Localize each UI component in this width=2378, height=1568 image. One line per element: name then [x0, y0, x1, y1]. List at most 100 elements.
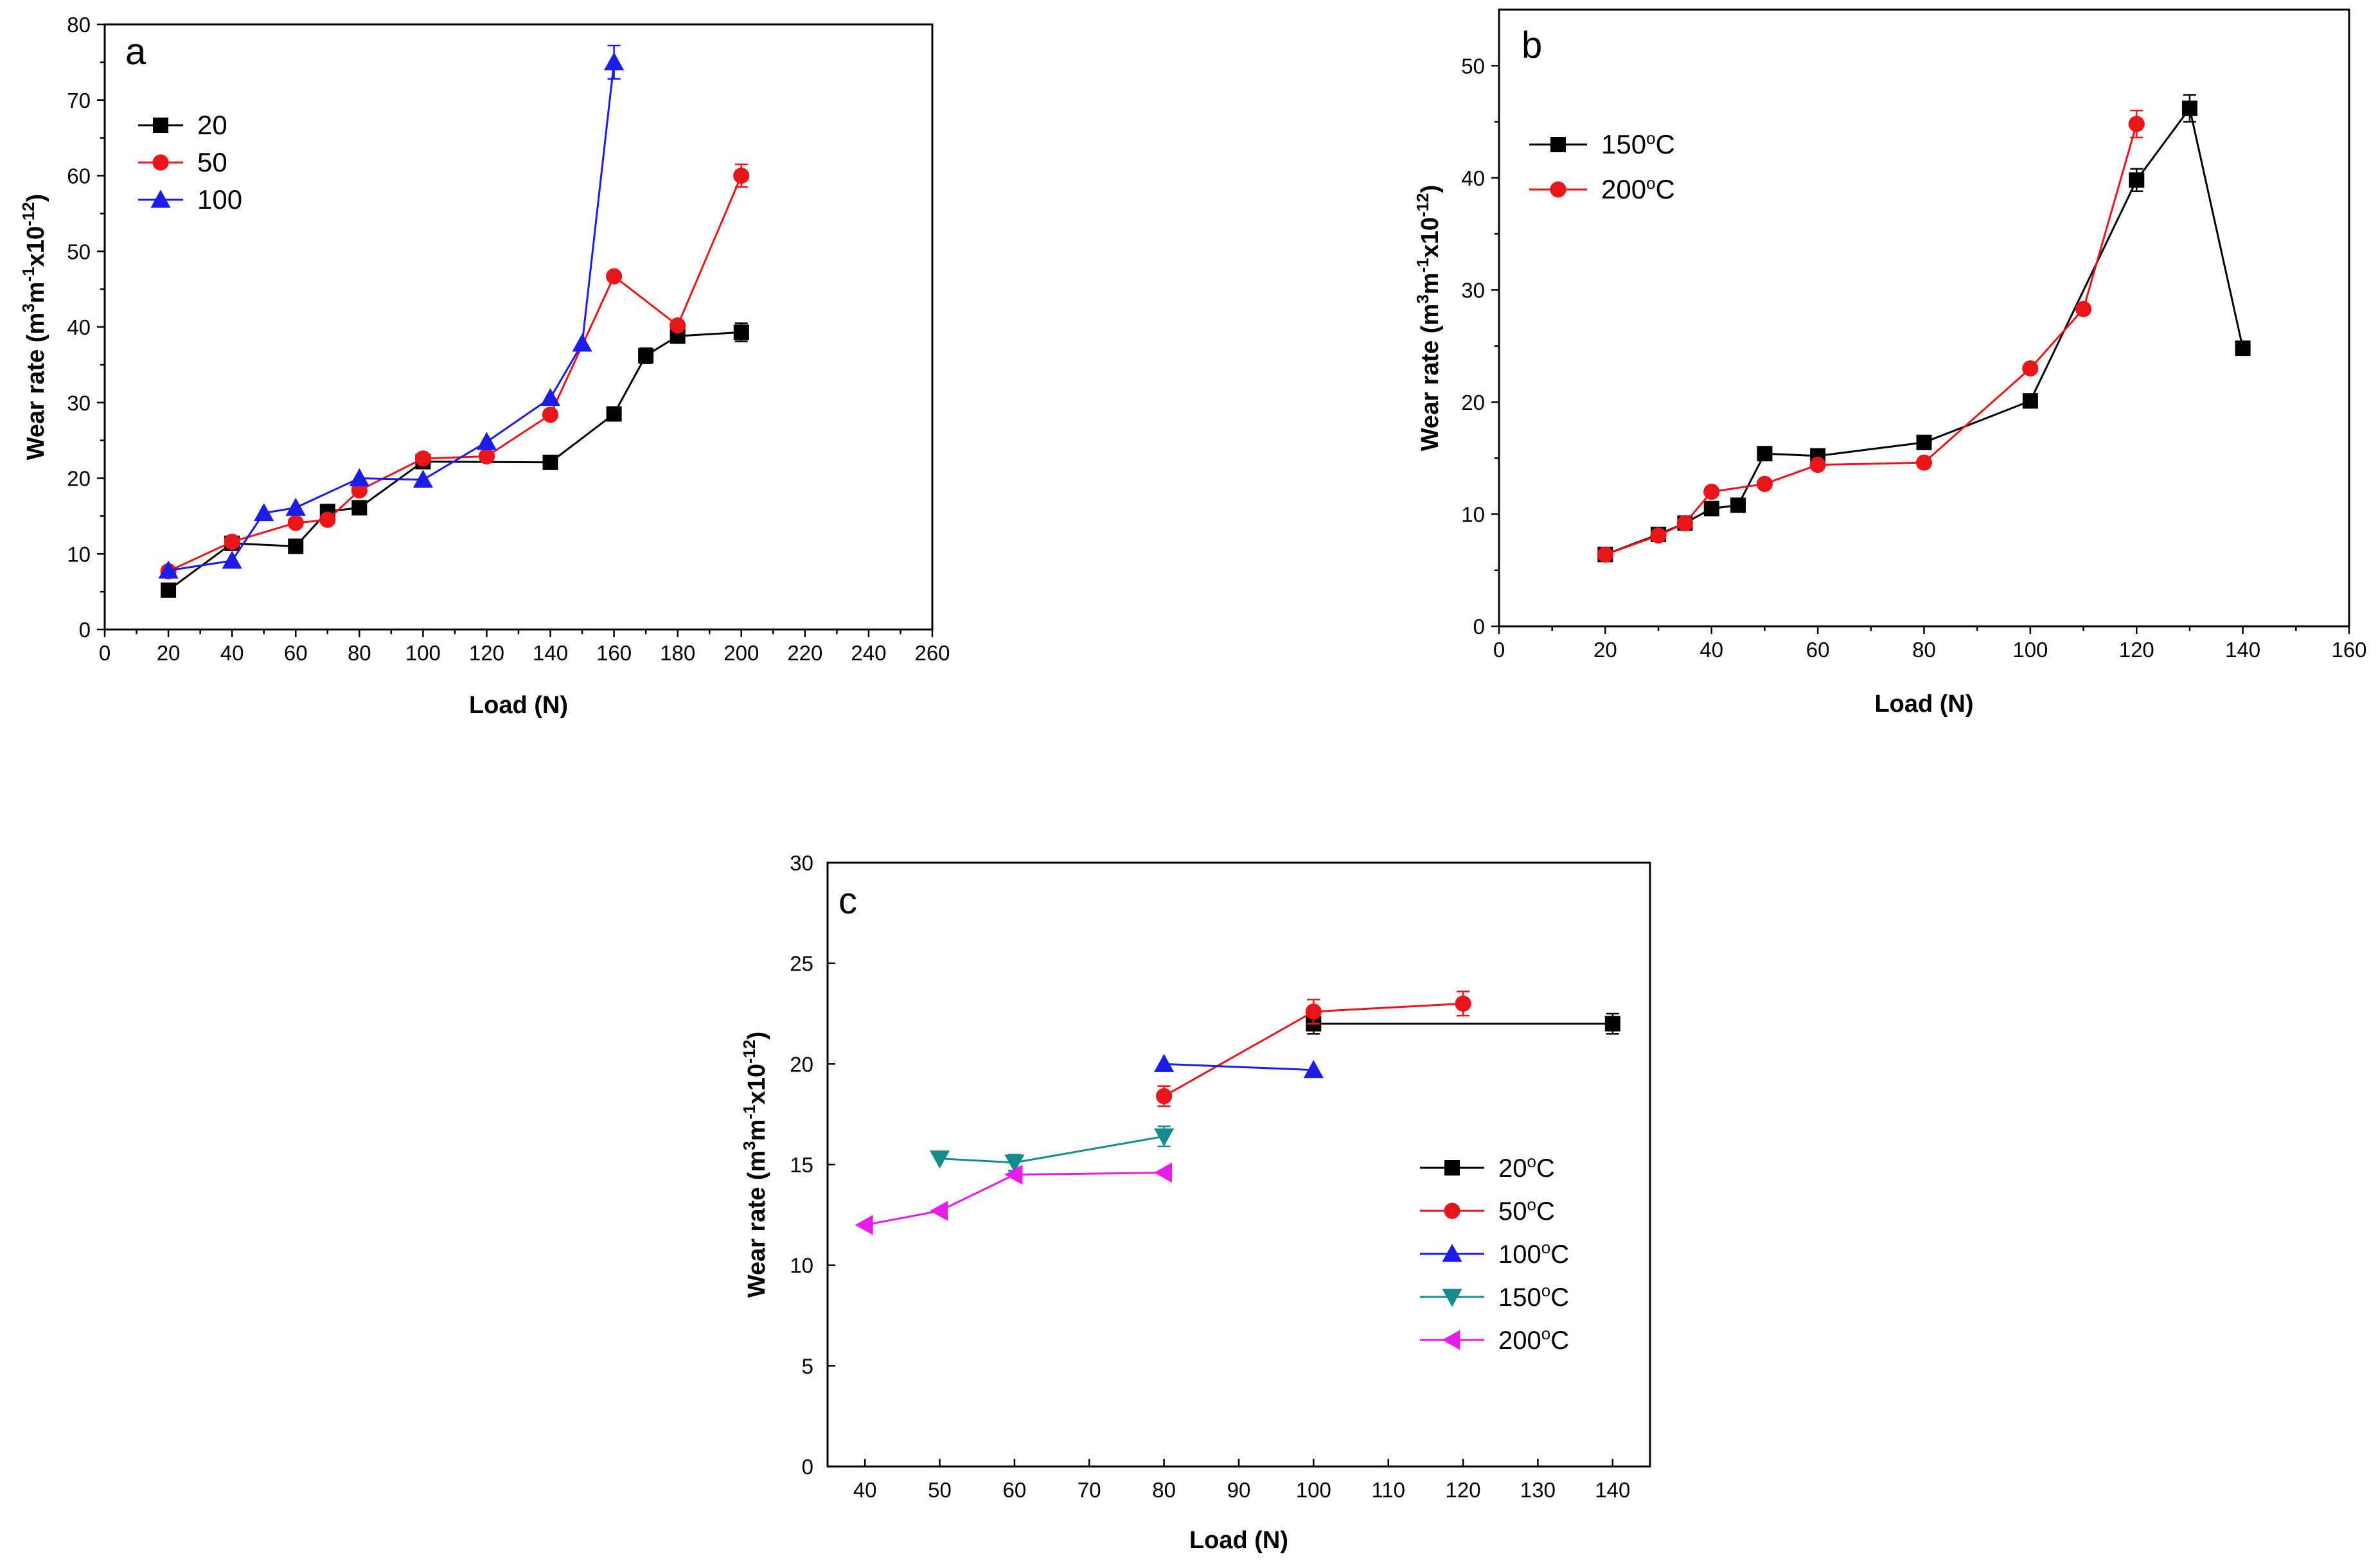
legend-label-superscript: o	[1646, 173, 1655, 193]
data-point	[542, 406, 559, 423]
legend-marker	[152, 154, 169, 171]
y-tick-label: 0	[1473, 615, 1485, 639]
legend-marker	[1442, 1244, 1462, 1262]
data-point	[287, 515, 304, 531]
data-point	[540, 388, 561, 407]
legend-label: 20oC	[1498, 1152, 1555, 1183]
y-tick-label: 70	[67, 89, 91, 112]
data-point	[1916, 434, 1932, 450]
data-point	[2022, 360, 2039, 377]
data-point	[1305, 1003, 1322, 1020]
y-axis-title-part: x10	[1417, 217, 1444, 258]
y-tick-label: 0	[802, 1455, 813, 1479]
x-tick-label: 40	[1699, 638, 1723, 662]
data-point	[2235, 340, 2251, 357]
x-tick-label: 120	[1446, 1478, 1481, 1502]
series-3: 150oC	[929, 1125, 1569, 1312]
data-point	[2129, 172, 2145, 188]
data-point	[733, 167, 750, 184]
y-tick-label: 50	[67, 240, 91, 263]
y-tick-label: 20	[67, 467, 91, 491]
x-tick-label: 50	[928, 1478, 952, 1502]
series-2: 100oC	[1154, 1053, 1569, 1269]
legend-label: 150oC	[1601, 128, 1675, 159]
data-point	[606, 268, 623, 285]
x-tick-label: 100	[2012, 638, 2048, 662]
data-point	[319, 511, 336, 528]
x-tick-label: 70	[1078, 1478, 1101, 1502]
y-tick-label: 50	[1461, 54, 1485, 78]
y-axis-title-part: Wear rate (m	[22, 313, 49, 461]
y-tick-label: 10	[790, 1254, 813, 1278]
legend-marker	[153, 118, 168, 133]
series-line	[1604, 123, 2138, 556]
legend-label-superscript: o	[1527, 1195, 1536, 1214]
x-tick-label: 40	[853, 1478, 877, 1502]
x-tick-label: 140	[533, 641, 568, 665]
x-tick-label: 20	[1593, 638, 1617, 662]
data-point	[638, 348, 654, 364]
y-tick-label: 60	[67, 164, 91, 188]
x-tick-label: 130	[1520, 1478, 1556, 1502]
data-point	[2128, 116, 2145, 132]
legend-label: 20	[197, 110, 227, 140]
y-axis-title-superscript: -1	[740, 1104, 759, 1119]
legend-label-text: 100	[197, 184, 242, 215]
data-point	[224, 533, 240, 551]
legend-label-unit: C	[1656, 129, 1675, 159]
data-point	[1004, 1154, 1025, 1173]
y-axis-title-part: )	[1417, 185, 1444, 193]
series-1: 50	[138, 147, 750, 579]
plots: 0 20 40 60 80 100 120 140 160 180 200 220 240 2600102…	[19, 8, 2367, 1554]
legend-label-unit: C	[1550, 1326, 1569, 1355]
panel-label: b	[1522, 24, 1542, 66]
data-point	[478, 448, 495, 464]
y-tick-label: 20	[790, 1052, 813, 1076]
data-point	[855, 1215, 873, 1235]
data-point	[1915, 454, 1933, 471]
data-point	[1650, 527, 1667, 544]
x-axis-title: Load (N)	[469, 692, 568, 719]
legend-label-unit: C	[1550, 1240, 1569, 1269]
y-axis-title-superscript: -12	[740, 1039, 759, 1064]
panel-label: c	[839, 880, 857, 922]
y-tick-label: 30	[790, 851, 813, 875]
chart-panel-c: 40 50 60 70 80 90 100 110 120 130 140 0 5 10 15 20 25 30 L…	[740, 851, 1651, 1554]
y-tick-label: 10	[67, 542, 91, 566]
data-point	[288, 538, 304, 554]
legend-label-unit: C	[1656, 174, 1675, 204]
x-tick-label: 200	[723, 641, 759, 665]
x-tick-label: 140	[1595, 1478, 1630, 1502]
data-point	[161, 582, 177, 598]
y-axis-title-part: )	[22, 194, 49, 202]
x-tick-label: 160	[2331, 638, 2366, 662]
x-tick-label: 60	[284, 641, 308, 665]
y-axis-title: Wear rate (m3m-1x10-12)	[1413, 185, 1444, 452]
y-axis-title-part: Wear rate (m	[1417, 304, 1444, 452]
legend-marker	[1442, 1289, 1462, 1307]
x-tick-label: 60	[1003, 1478, 1027, 1502]
legend-label-superscript: o	[1646, 128, 1655, 148]
legend-label-text: 20	[197, 110, 227, 140]
y-axis-title-superscript: 3	[19, 303, 38, 312]
series-4: 200oC	[855, 1162, 1569, 1355]
panel-label: a	[125, 31, 146, 73]
y-axis-title-part: m	[1417, 272, 1444, 294]
y-axis-title-part: Wear rate (m	[743, 1150, 770, 1298]
data-point	[572, 333, 592, 352]
data-point	[1676, 515, 1694, 532]
data-point	[670, 317, 686, 334]
y-axis-title: Wear rate (m3m-1x10-12)	[19, 194, 49, 461]
legend-label: 200oC	[1601, 173, 1675, 204]
legend-marker	[1550, 181, 1566, 198]
x-tick-label: 80	[1912, 638, 1936, 662]
y-axis-title-superscript: 3	[1413, 294, 1432, 303]
y-axis-title-superscript: -1	[19, 267, 38, 281]
legend-label-text: 50	[197, 147, 227, 177]
legend-label-unit: C	[1536, 1154, 1555, 1183]
data-point	[349, 468, 369, 486]
data-point	[351, 482, 368, 498]
legend-label-superscript: o	[1541, 1238, 1550, 1257]
legend-label-text: 200	[1498, 1326, 1541, 1355]
